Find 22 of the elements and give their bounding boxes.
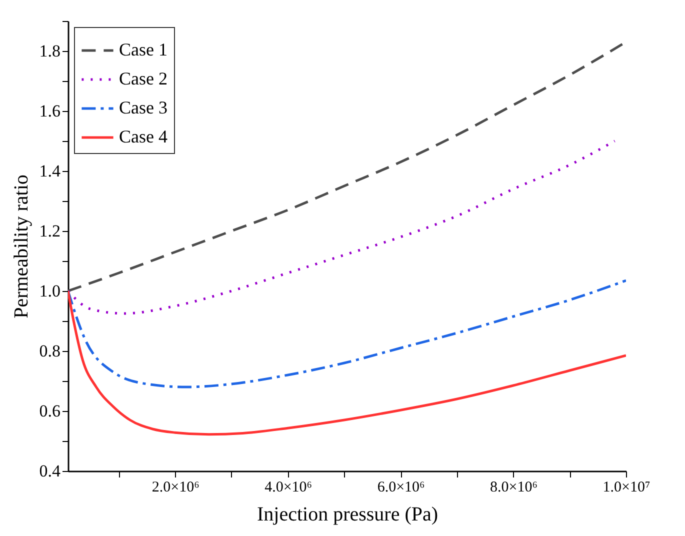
y-tick-label: 1.0	[39, 282, 60, 300]
x-tick-label: 6.0×10⁶	[377, 480, 425, 496]
legend-label: Case 1	[119, 40, 168, 60]
y-tick-label: 1.6	[39, 102, 60, 120]
legend-label: Case 4	[119, 126, 168, 146]
line-series	[68, 40, 626, 292]
line-series	[68, 290, 626, 436]
line-series	[68, 279, 626, 388]
y-tick-label: 0.8	[39, 342, 60, 360]
x-axis-title: Injection pressure (Pa)	[256, 504, 438, 526]
y-tick-label: 0.6	[39, 402, 60, 420]
x-tick-label: 8.0×10⁶	[490, 480, 538, 496]
legend-label: Case 3	[119, 98, 168, 118]
x-tick-label: 2.0×10⁶	[152, 480, 200, 496]
y-tick-label: 1.2	[39, 222, 60, 240]
y-tick-label: 0.4	[39, 462, 61, 480]
x-tick-label: 4.0×10⁶	[264, 480, 312, 496]
y-tick-label: 1.4	[39, 162, 61, 180]
legend-label: Case 2	[119, 68, 168, 88]
x-tick-label: 1.0×10⁷	[602, 480, 650, 496]
y-tick-label: 1.8	[39, 42, 60, 60]
y-axis-title: Permeability ratio	[10, 174, 32, 318]
